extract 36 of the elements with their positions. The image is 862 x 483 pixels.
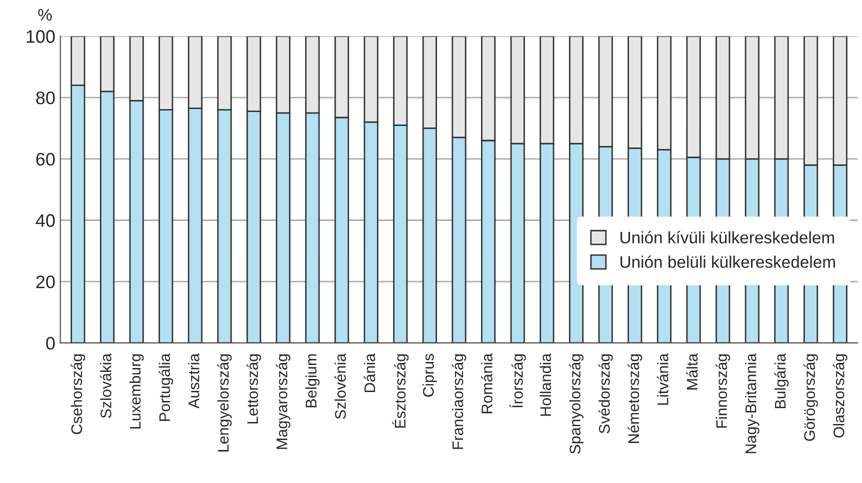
x-tick-label: Belgium	[305, 354, 320, 408]
x-tick-label: Málta	[686, 353, 698, 390]
x-tick-label: Ausztria	[188, 353, 200, 408]
legend-label: Unión kívüli külkereskedelem	[620, 231, 834, 244]
x-tick-label: Finnország	[716, 354, 730, 428]
y-tick-label: 80	[36, 92, 55, 104]
x-tick-label: Svédország	[598, 354, 613, 434]
y-tick-label: 100	[26, 30, 55, 43]
x-tick-label: Lettország	[246, 354, 262, 424]
x-tick-label: Németország	[628, 354, 642, 443]
x-tick-label: Csehország	[70, 354, 86, 434]
x-tick-label: Nagy-Britannia	[745, 353, 760, 454]
x-tick-label: Észtország	[392, 354, 409, 428]
x-tick-label: Spanyolország	[569, 354, 584, 454]
y-tick-label: 40	[36, 214, 55, 227]
x-tick-label: Portugália	[158, 353, 174, 421]
x-tick-label: Franciaország	[452, 354, 466, 449]
x-tick-label: Magyarország	[276, 354, 290, 449]
x-tick-label: Olaszország	[832, 354, 848, 438]
x-tick-label: Szlovénia	[334, 353, 346, 419]
x-tick-label: Ciprus	[422, 354, 437, 397]
x-tick-label: Görögország	[804, 354, 818, 441]
x-tick-label: Luxemburg	[129, 354, 144, 429]
x-tick-label: Dánia	[364, 353, 376, 392]
y-tick-label: 20	[36, 276, 55, 288]
y-tick-label: 60	[36, 152, 55, 166]
x-tick-label: Bulgária	[774, 353, 789, 408]
x-tick-label: Szlovákia	[100, 353, 112, 418]
x-tick-label: Írország	[509, 354, 526, 408]
y-tick-label: 0	[46, 336, 55, 350]
x-tick-label: Hollandia	[540, 353, 552, 416]
y-axis-title: %	[38, 8, 52, 21]
legend-label: Unión belüli külkereskedelem	[620, 255, 835, 268]
x-tick-label: Románia	[481, 353, 492, 414]
x-tick-label: Lengyelország	[217, 354, 232, 452]
x-tick-label: Litvánia	[656, 353, 668, 405]
